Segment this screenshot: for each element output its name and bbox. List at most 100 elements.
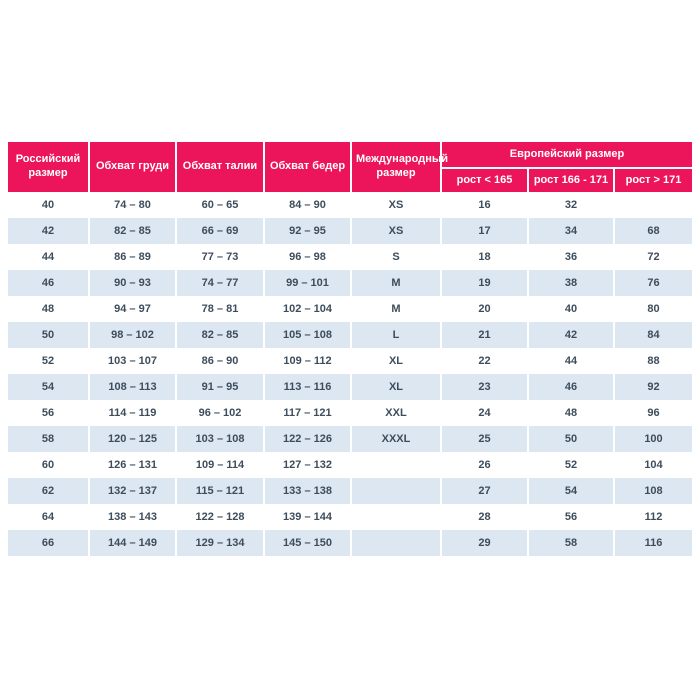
cell-russian-size: 48 bbox=[8, 296, 88, 322]
cell-russian-size: 42 bbox=[8, 218, 88, 244]
cell-international-size bbox=[350, 504, 440, 530]
cell-hips: 102 – 104 bbox=[263, 296, 350, 322]
table-row: 58 120 – 125 103 – 108 122 – 126 XXXL 25 50 100 bbox=[8, 426, 692, 452]
cell-european-height-lt-165: 24 bbox=[440, 400, 527, 426]
cell-international-size: XL bbox=[350, 348, 440, 374]
cell-european-height-gt-171: 88 bbox=[613, 348, 692, 374]
table-row: 66 144 – 149 129 – 134 145 – 150 29 58 116 bbox=[8, 530, 692, 556]
cell-international-size: M bbox=[350, 296, 440, 322]
cell-hips: 105 – 108 bbox=[263, 322, 350, 348]
cell-hips: 145 – 150 bbox=[263, 530, 350, 556]
cell-hips: 109 – 112 bbox=[263, 348, 350, 374]
cell-russian-size: 54 bbox=[8, 374, 88, 400]
cell-international-size: XXXL bbox=[350, 426, 440, 452]
cell-european-height-gt-171: 68 bbox=[613, 218, 692, 244]
cell-waist: 96 – 102 bbox=[175, 400, 263, 426]
cell-russian-size: 52 bbox=[8, 348, 88, 374]
cell-hips: 96 – 98 bbox=[263, 244, 350, 270]
cell-waist: 109 – 114 bbox=[175, 452, 263, 478]
cell-chest: 120 – 125 bbox=[88, 426, 175, 452]
cell-european-height-gt-171: 116 bbox=[613, 530, 692, 556]
cell-chest: 82 – 85 bbox=[88, 218, 175, 244]
cell-international-size: S bbox=[350, 244, 440, 270]
cell-hips: 133 – 138 bbox=[263, 478, 350, 504]
cell-hips: 113 – 116 bbox=[263, 374, 350, 400]
table-row: 56 114 – 119 96 – 102 117 – 121 XXL 24 48 96 bbox=[8, 400, 692, 426]
cell-chest: 90 – 93 bbox=[88, 270, 175, 296]
cell-chest: 132 – 137 bbox=[88, 478, 175, 504]
col-header-height-gt-171: рост > 171 bbox=[613, 167, 692, 192]
col-header-russian-size: Российский размер bbox=[8, 142, 88, 192]
header-row-sub: рост < 165 рост 166 - 171 рост > 171 bbox=[8, 167, 692, 192]
cell-european-height-lt-165: 26 bbox=[440, 452, 527, 478]
cell-european-height-166-171: 48 bbox=[527, 400, 613, 426]
cell-chest: 138 – 143 bbox=[88, 504, 175, 530]
cell-european-height-lt-165: 27 bbox=[440, 478, 527, 504]
cell-european-height-gt-171: 76 bbox=[613, 270, 692, 296]
cell-waist: 129 – 134 bbox=[175, 530, 263, 556]
cell-hips: 122 – 126 bbox=[263, 426, 350, 452]
cell-chest: 103 – 107 bbox=[88, 348, 175, 374]
cell-chest: 74 – 80 bbox=[88, 192, 175, 218]
cell-russian-size: 46 bbox=[8, 270, 88, 296]
table-row: 50 98 – 102 82 – 85 105 – 108 L 21 42 84 bbox=[8, 322, 692, 348]
cell-international-size bbox=[350, 530, 440, 556]
cell-russian-size: 50 bbox=[8, 322, 88, 348]
table-row: 64 138 – 143 122 – 128 139 – 144 28 56 112 bbox=[8, 504, 692, 530]
cell-waist: 122 – 128 bbox=[175, 504, 263, 530]
cell-hips: 139 – 144 bbox=[263, 504, 350, 530]
table-header: Российский размер Обхват груди Обхват та… bbox=[8, 142, 692, 192]
cell-european-height-gt-171: 108 bbox=[613, 478, 692, 504]
cell-russian-size: 66 bbox=[8, 530, 88, 556]
header-row-top: Российский размер Обхват груди Обхват та… bbox=[8, 142, 692, 192]
cell-european-height-gt-171: 84 bbox=[613, 322, 692, 348]
cell-russian-size: 64 bbox=[8, 504, 88, 530]
col-header-chest: Обхват груди bbox=[88, 142, 175, 192]
cell-european-height-166-171: 46 bbox=[527, 374, 613, 400]
cell-european-height-gt-171: 96 bbox=[613, 400, 692, 426]
cell-european-height-166-171: 56 bbox=[527, 504, 613, 530]
cell-european-height-gt-171 bbox=[613, 192, 692, 218]
cell-hips: 92 – 95 bbox=[263, 218, 350, 244]
table-row: 62 132 – 137 115 – 121 133 – 138 27 54 108 bbox=[8, 478, 692, 504]
cell-russian-size: 62 bbox=[8, 478, 88, 504]
table-row: 48 94 – 97 78 – 81 102 – 104 M 20 40 80 bbox=[8, 296, 692, 322]
cell-international-size bbox=[350, 478, 440, 504]
cell-european-height-166-171: 36 bbox=[527, 244, 613, 270]
cell-european-height-lt-165: 20 bbox=[440, 296, 527, 322]
cell-chest: 94 – 97 bbox=[88, 296, 175, 322]
cell-international-size: XL bbox=[350, 374, 440, 400]
cell-international-size: M bbox=[350, 270, 440, 296]
cell-european-height-166-171: 40 bbox=[527, 296, 613, 322]
cell-waist: 91 – 95 bbox=[175, 374, 263, 400]
col-header-hips: Обхват бедер bbox=[263, 142, 350, 192]
cell-european-height-lt-165: 17 bbox=[440, 218, 527, 244]
cell-chest: 86 – 89 bbox=[88, 244, 175, 270]
cell-european-height-gt-171: 72 bbox=[613, 244, 692, 270]
cell-european-height-lt-165: 25 bbox=[440, 426, 527, 452]
cell-european-height-166-171: 58 bbox=[527, 530, 613, 556]
cell-european-height-166-171: 34 bbox=[527, 218, 613, 244]
table-row: 44 86 – 89 77 – 73 96 – 98 S 18 36 72 bbox=[8, 244, 692, 270]
table-row: 40 74 – 80 60 – 65 84 – 90 XS 16 32 bbox=[8, 192, 692, 218]
size-table-body: 40 74 – 80 60 – 65 84 – 90 XS 16 32 42 82 – 85 66… bbox=[8, 192, 692, 556]
cell-waist: 115 – 121 bbox=[175, 478, 263, 504]
cell-hips: 84 – 90 bbox=[263, 192, 350, 218]
cell-european-height-166-171: 32 bbox=[527, 192, 613, 218]
cell-waist: 86 – 90 bbox=[175, 348, 263, 374]
cell-european-height-166-171: 50 bbox=[527, 426, 613, 452]
col-header-waist: Обхват талии bbox=[175, 142, 263, 192]
cell-european-height-lt-165: 16 bbox=[440, 192, 527, 218]
cell-european-height-gt-171: 104 bbox=[613, 452, 692, 478]
col-header-international-size: Международный размер bbox=[350, 142, 448, 192]
cell-hips: 99 – 101 bbox=[263, 270, 350, 296]
table-row: 54 108 – 113 91 – 95 113 – 116 XL 23 46 92 bbox=[8, 374, 692, 400]
table-row: 52 103 – 107 86 – 90 109 – 112 XL 22 44 88 bbox=[8, 348, 692, 374]
cell-russian-size: 58 bbox=[8, 426, 88, 452]
cell-european-height-lt-165: 29 bbox=[440, 530, 527, 556]
cell-european-height-gt-171: 100 bbox=[613, 426, 692, 452]
cell-european-height-lt-165: 19 bbox=[440, 270, 527, 296]
cell-international-size: XXL bbox=[350, 400, 440, 426]
cell-russian-size: 60 bbox=[8, 452, 88, 478]
